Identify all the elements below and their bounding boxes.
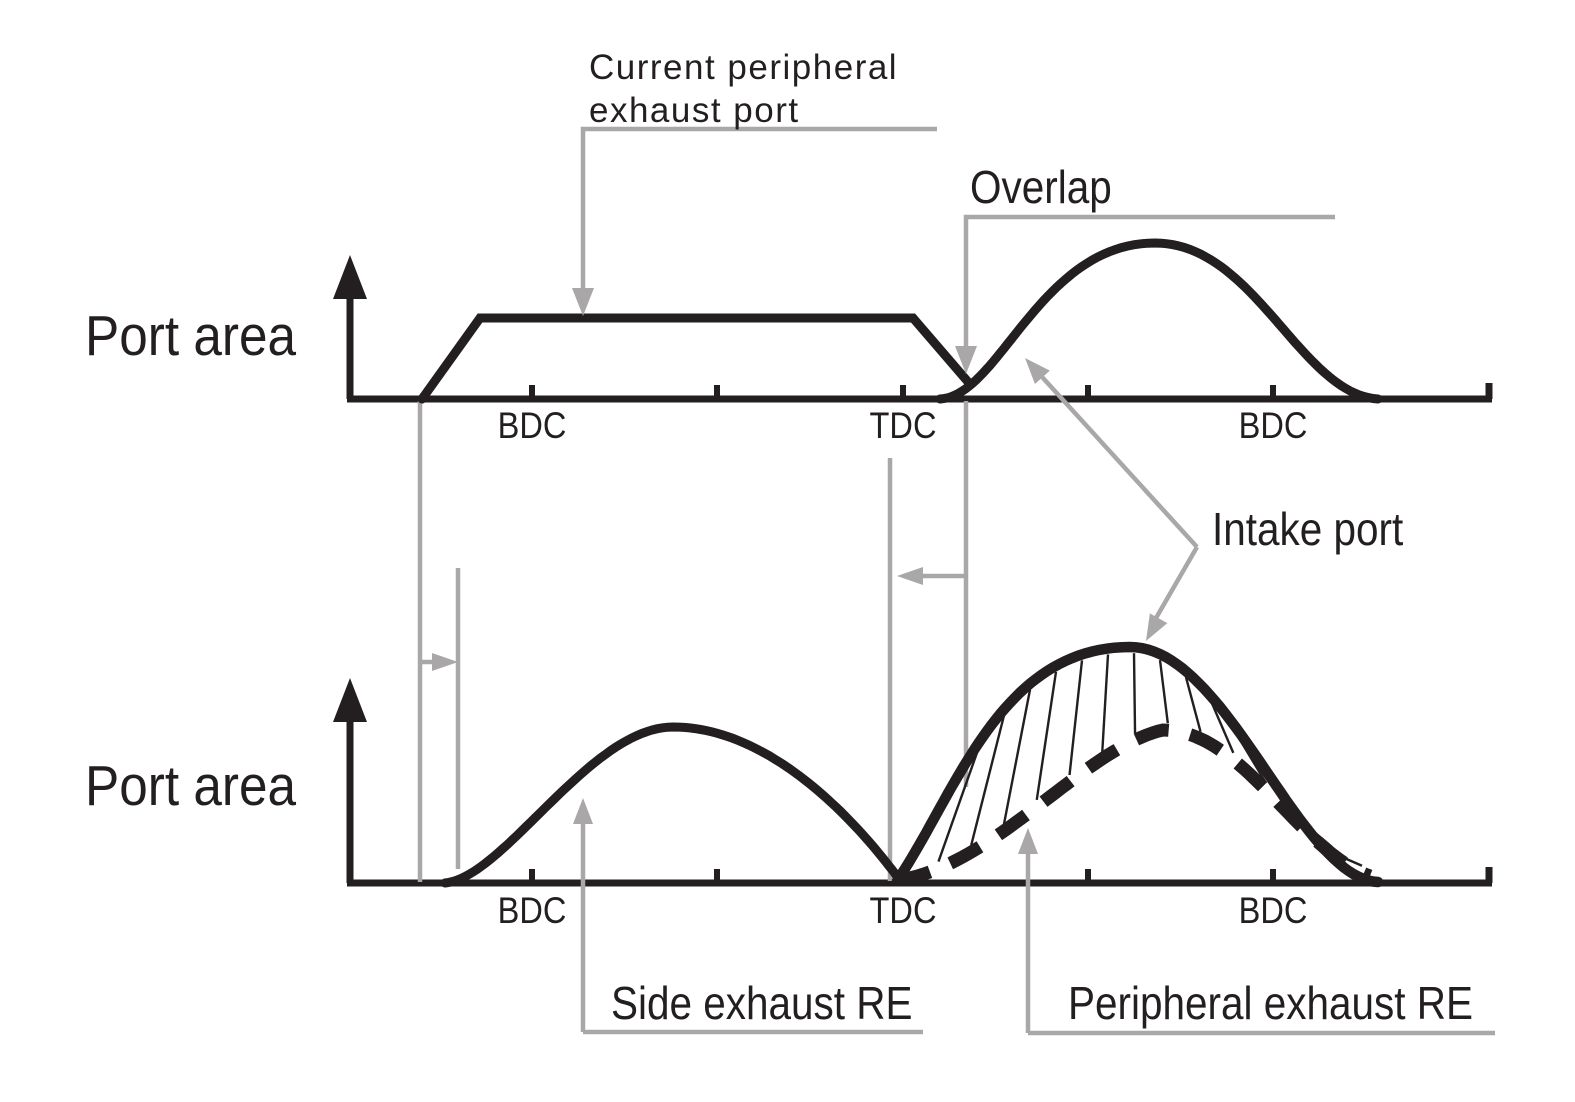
hatch-line-2 [937, 749, 980, 862]
current-peripheral-label-line1: Current peripheral [589, 48, 899, 87]
open-delay-arrowhead [432, 653, 458, 671]
intake-lower-arrowhead [1146, 613, 1168, 641]
overlap-arrowhead [955, 346, 977, 374]
intake-upper-arrowhead [1025, 358, 1050, 385]
current-peripheral-arrowhead [572, 288, 594, 316]
hatch-line-10 [1184, 677, 1202, 733]
top-y-axis-title-text: Port area [85, 304, 297, 368]
hatch-line-4 [1002, 689, 1032, 825]
hatch-line-6 [1068, 660, 1084, 776]
bottom-y-axis-title-text: Port area [85, 754, 297, 818]
current-peripheral-trapezoid-curve [417, 313, 974, 404]
overlap-label: Overlap [970, 164, 1131, 210]
peripheral-exhaust-label-text: Peripheral exhaust RE [1068, 977, 1474, 1029]
curves-layer [417, 238, 1384, 888]
side-label-arrowhead [573, 798, 593, 824]
current-peripheral-leader [580, 126, 937, 292]
hatch-layer [906, 653, 1363, 872]
peripheral-exhaust-label: Peripheral exhaust RE [1068, 980, 1528, 1026]
intake-port-label-text: Intake port [1212, 503, 1404, 555]
top-y-axis-title: Port area [85, 308, 319, 365]
hatch-line-11 [1210, 702, 1235, 754]
intake-leader-upper [1031, 365, 1199, 549]
hatch-line-5 [1035, 671, 1058, 801]
side-exhaust-label: Side exhaust RE [611, 980, 954, 1026]
intake-leader-lower [1150, 545, 1199, 627]
current-peripheral-label: Current peripheral exhaust port [589, 46, 898, 132]
axes-layer [333, 255, 1493, 887]
top-tick-label-bdc2: BDC [1238, 405, 1308, 446]
bottom-tick-label-tdc: TDC [869, 890, 937, 931]
current-peripheral-label-line2: exhaust port [589, 91, 800, 130]
bottom-tick-label-bdc1: BDC [497, 890, 567, 931]
overlap-label-text: Overlap [970, 161, 1112, 213]
bottom-y-axis-title: Port area [85, 758, 319, 815]
hatch-line-9 [1158, 659, 1169, 724]
bottom-y-axis-arrowhead [333, 678, 367, 722]
peripheral-exhaust-dashed-curve [903, 723, 1373, 886]
top-intake-curve [935, 238, 1383, 404]
hatch-line-7 [1101, 654, 1110, 752]
arrowhead-layer [432, 288, 1168, 854]
side-exhaust-label-text: Side exhaust RE [611, 977, 913, 1029]
bottom-tick-label-bdc2: BDC [1238, 890, 1308, 931]
connector-layer [417, 126, 1495, 1036]
intake-port-label: Intake port [1212, 506, 1429, 552]
top-tick-label-tdc: TDC [869, 405, 937, 446]
hatch-line-8 [1132, 653, 1137, 734]
top-tick-label-bdc1: BDC [497, 405, 567, 446]
hatch-line-3 [970, 715, 1006, 846]
close-advance-arrowhead [897, 567, 923, 585]
overlap-leader [963, 214, 1335, 350]
side-exhaust-curve [440, 722, 904, 888]
top-y-axis-arrowhead [333, 255, 367, 299]
peripheral-label-arrowhead [1018, 828, 1038, 854]
